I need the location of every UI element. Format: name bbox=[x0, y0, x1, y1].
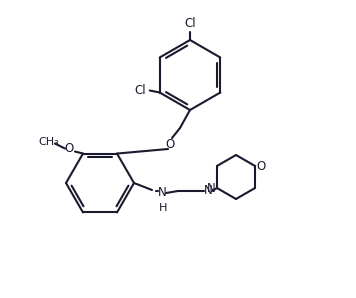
Text: O: O bbox=[166, 137, 175, 150]
Text: N: N bbox=[206, 181, 215, 195]
Text: N: N bbox=[158, 187, 166, 199]
Text: O: O bbox=[64, 142, 74, 155]
Text: N: N bbox=[204, 184, 213, 198]
Text: Cl: Cl bbox=[184, 17, 196, 30]
Text: CH₃: CH₃ bbox=[38, 136, 59, 147]
Text: O: O bbox=[256, 159, 266, 173]
Text: Cl: Cl bbox=[134, 84, 146, 97]
Text: H: H bbox=[159, 203, 167, 213]
